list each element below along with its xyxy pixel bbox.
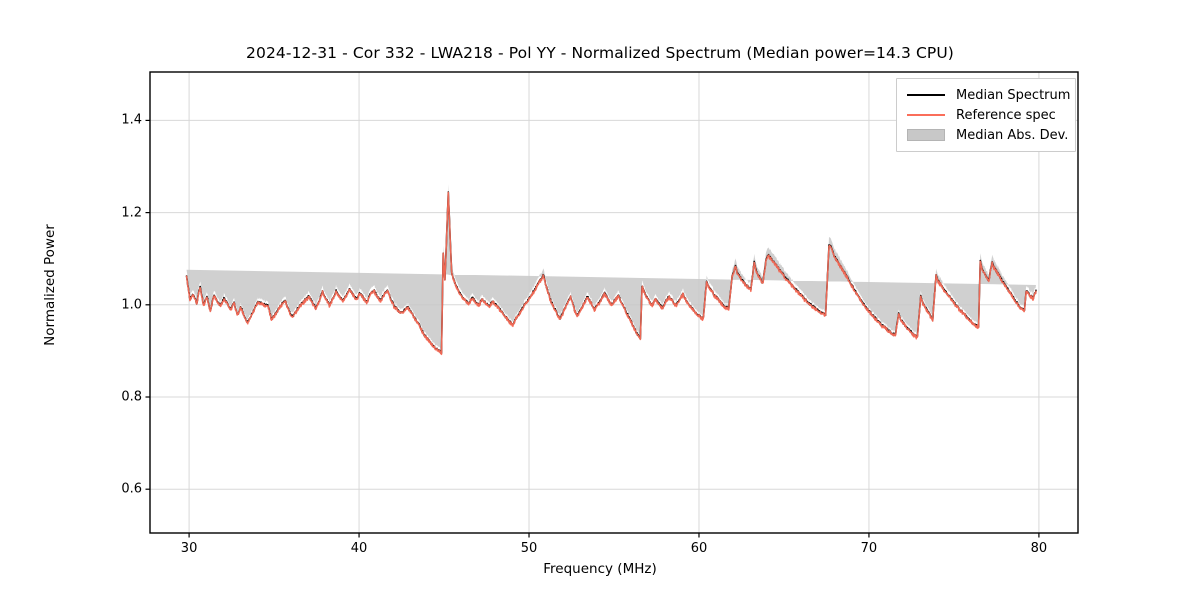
legend: Median Spectrum Reference spec Median Ab… <box>896 78 1076 152</box>
legend-item-median-spectrum: Median Spectrum <box>905 85 1071 105</box>
legend-label-median-spectrum: Median Spectrum <box>956 87 1071 103</box>
x-tick-label: 40 <box>350 541 368 556</box>
y-tick-label: 0.8 <box>121 389 142 405</box>
y-tick-label: 0.6 <box>121 481 142 497</box>
x-axis-label: Frequency (MHz) <box>543 561 657 577</box>
y-axis-label: Normalized Power <box>42 224 58 346</box>
y-tick-label: 1.4 <box>121 112 142 128</box>
axes-frame <box>149 71 1079 534</box>
chart-title: 2024-12-31 - Cor 332 - LWA218 - Pol YY -… <box>246 44 954 62</box>
legend-item-reference-spec: Reference spec <box>905 105 1067 125</box>
legend-line-icon-median-spectrum <box>905 88 947 102</box>
legend-line-icon-reference-spec <box>905 108 947 122</box>
legend-item-median-abs-dev: Median Abs. Dev. <box>905 125 1069 145</box>
median-abs-dev-band <box>186 184 1036 350</box>
legend-patch-icon-median-abs-dev <box>905 128 947 142</box>
legend-label-median-abs-dev: Median Abs. Dev. <box>956 127 1069 143</box>
x-tick-label: 30 <box>180 541 198 556</box>
y-tick-label: 1.0 <box>121 297 142 313</box>
legend-label-reference-spec: Reference spec <box>956 107 1056 123</box>
x-tick-label: 60 <box>690 541 708 556</box>
x-tick-label: 50 <box>520 541 538 556</box>
x-tick-label: 80 <box>1030 541 1048 556</box>
x-tick-label: 70 <box>860 541 878 556</box>
reference-spec-line <box>185 191 1037 356</box>
y-tick-label: 1.2 <box>121 205 142 221</box>
